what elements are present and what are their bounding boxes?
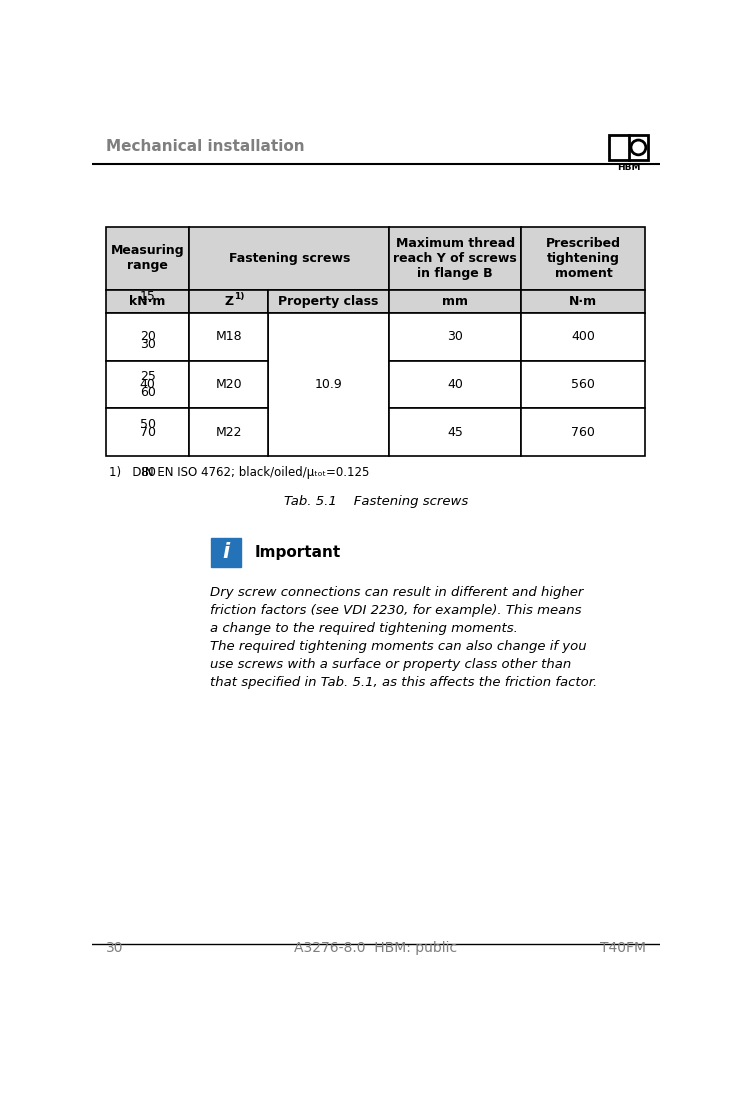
- Bar: [521, 361, 646, 408]
- Bar: [389, 313, 521, 361]
- Bar: [389, 408, 521, 456]
- Text: kN·m: kN·m: [130, 295, 166, 307]
- Text: M22: M22: [216, 426, 242, 439]
- Text: i: i: [222, 543, 229, 562]
- Bar: [521, 226, 646, 290]
- Text: Mechanical installation: Mechanical installation: [106, 139, 304, 154]
- Bar: [389, 290, 521, 313]
- Text: 60

70

80: 60 70 80: [140, 386, 155, 479]
- Bar: [189, 361, 268, 408]
- Text: Maximum thread
reach Y of screws
in flange B: Maximum thread reach Y of screws in flan…: [394, 236, 517, 280]
- Text: mm: mm: [442, 295, 468, 307]
- Bar: [389, 226, 521, 290]
- Bar: [189, 290, 268, 313]
- FancyBboxPatch shape: [211, 538, 240, 567]
- Text: Dry screw connections can result in different and higher
friction factors (see V: Dry screw connections can result in diff…: [210, 586, 597, 689]
- Text: 10.9: 10.9: [314, 379, 342, 392]
- Bar: [106, 361, 189, 408]
- Bar: [189, 226, 389, 290]
- Text: M18: M18: [216, 330, 242, 344]
- Text: Measuring
range: Measuring range: [111, 244, 185, 272]
- Bar: [521, 408, 646, 456]
- Bar: [106, 408, 189, 456]
- Text: M20: M20: [216, 379, 242, 392]
- Text: 30: 30: [106, 941, 123, 955]
- Text: A3276-8.0  HBM: public: A3276-8.0 HBM: public: [294, 941, 457, 955]
- Text: Tab. 5.1    Fastening screws: Tab. 5.1 Fastening screws: [284, 496, 468, 509]
- Bar: [268, 290, 389, 313]
- Text: Property class: Property class: [279, 295, 379, 307]
- Text: 560: 560: [572, 379, 595, 392]
- Text: 40: 40: [447, 379, 463, 392]
- Text: Prescribed
tightening
moment: Prescribed tightening moment: [546, 236, 621, 280]
- Text: 1)   DIN EN ISO 4762; black/oiled/μₜₒₜ=0.125: 1) DIN EN ISO 4762; black/oiled/μₜₒₜ=0.1…: [109, 466, 369, 479]
- Bar: [106, 290, 189, 313]
- Text: 30: 30: [447, 330, 463, 344]
- Text: T40FM: T40FM: [600, 941, 646, 955]
- Text: 30

40

50: 30 40 50: [140, 338, 155, 431]
- Text: 400: 400: [572, 330, 595, 344]
- Bar: [92, 131, 660, 164]
- Text: 45: 45: [447, 426, 463, 439]
- Bar: [521, 290, 646, 313]
- Bar: [389, 361, 521, 408]
- Bar: [609, 136, 648, 160]
- Bar: [189, 408, 268, 456]
- Text: 1): 1): [234, 292, 244, 301]
- Bar: [189, 313, 268, 361]
- Bar: [268, 313, 389, 456]
- Bar: [521, 313, 646, 361]
- Text: Fastening screws: Fastening screws: [229, 252, 350, 265]
- Text: 15

20

25: 15 20 25: [140, 290, 155, 383]
- Bar: [106, 313, 189, 361]
- Bar: [106, 226, 189, 290]
- Text: Z: Z: [224, 295, 233, 307]
- Text: HBM: HBM: [617, 163, 641, 172]
- Text: N·m: N·m: [570, 295, 597, 307]
- Text: Important: Important: [254, 545, 341, 560]
- Text: 760: 760: [572, 426, 595, 439]
